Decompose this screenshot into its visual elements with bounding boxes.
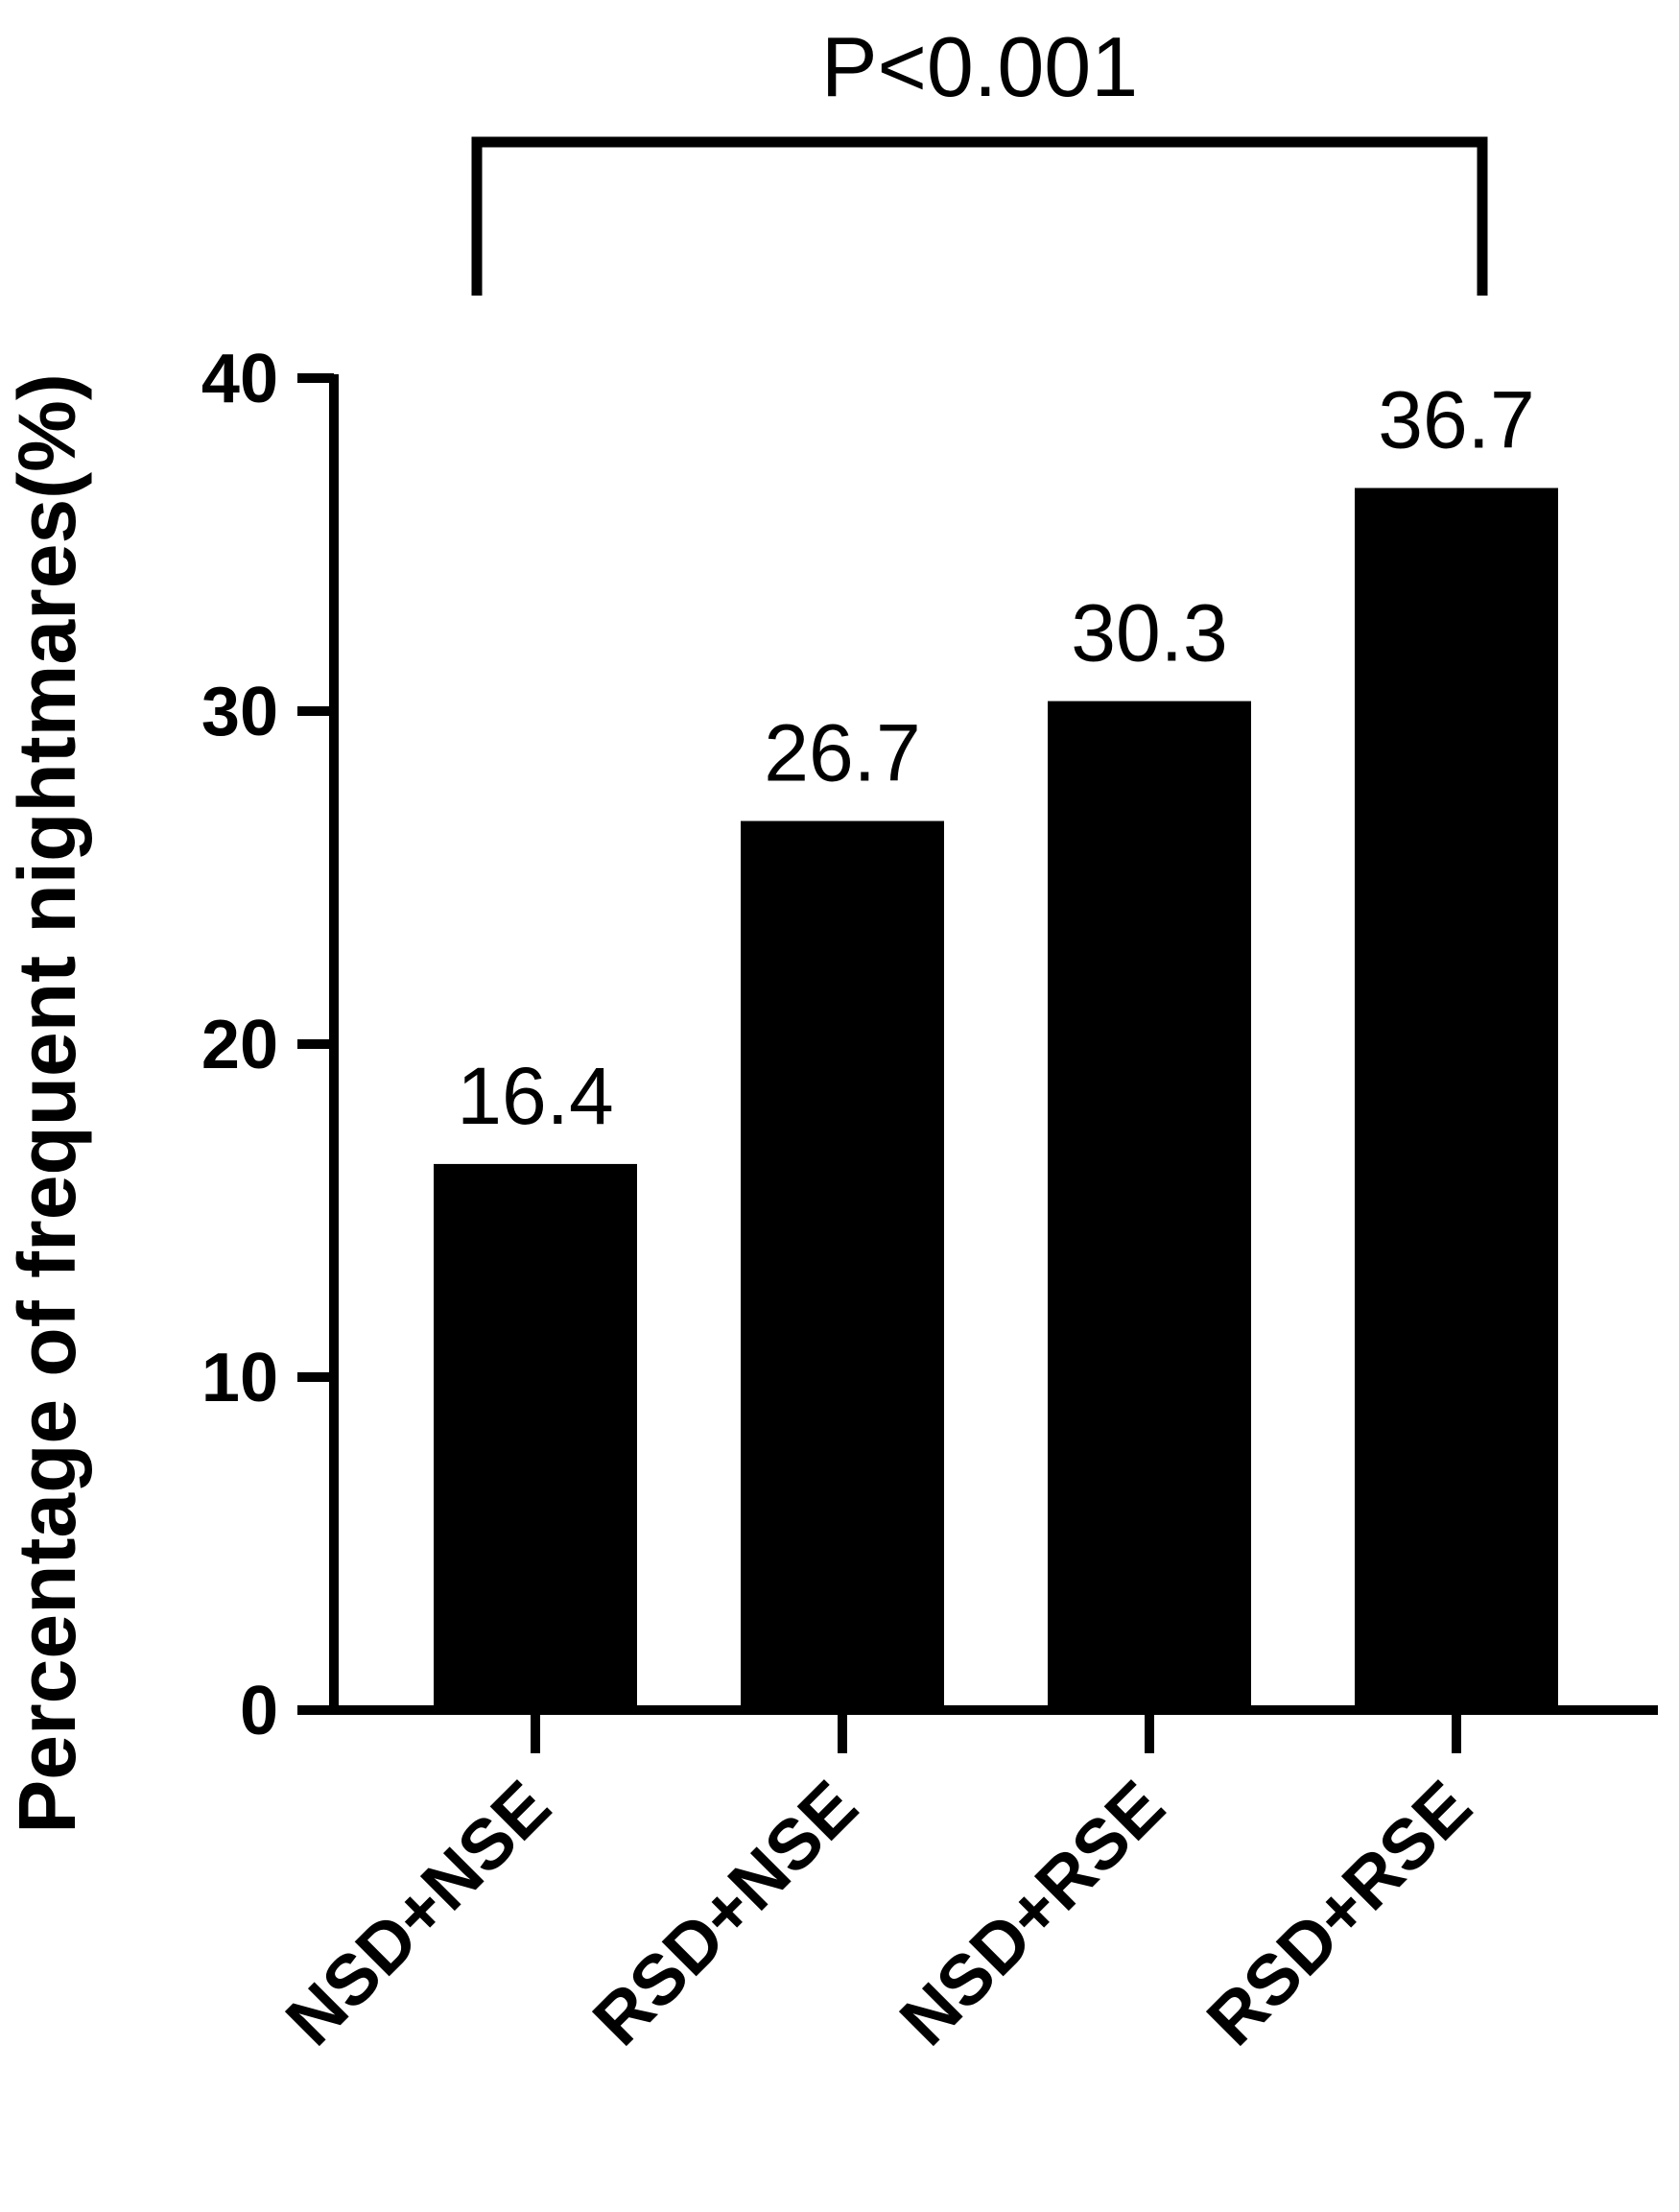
value-label: 16.4: [457, 1051, 614, 1141]
y-tick-label: 10: [201, 1340, 278, 1416]
bar: [434, 1163, 637, 1710]
significance-bracket-group: P<0.001: [471, 19, 1488, 296]
x-tick-label: RSD+RSE: [1192, 1766, 1486, 2060]
bar: [1355, 488, 1558, 1710]
bar: [741, 821, 944, 1710]
x-tick-label: RSD+NSE: [578, 1766, 872, 2060]
y-tick-label: 0: [240, 1673, 278, 1749]
y-axis-title: Percentage of frequent nightmares(%): [2, 373, 92, 1834]
value-label: 30.3: [1071, 588, 1228, 678]
bar: [1048, 701, 1251, 1710]
y-tick-label: 20: [201, 1007, 278, 1083]
value-label: 26.7: [764, 708, 921, 798]
significance-bracket: [471, 136, 1488, 296]
y-axis-title-group: Percentage of frequent nightmares(%): [2, 373, 92, 1834]
p-value-label: P<0.001: [821, 19, 1138, 114]
bars-group: [434, 488, 1558, 1710]
value-labels-group: 16.4 26.7 30.3 36.7: [457, 375, 1535, 1141]
x-tick-label: NSD+NSE: [271, 1766, 565, 2060]
y-tick-label: 40: [201, 341, 278, 417]
y-tick-label: 30: [201, 674, 278, 750]
x-tick-label: NSD+RSE: [885, 1766, 1179, 2060]
x-axis: NSD+NSE RSD+NSE NSD+RSE RSD+RSE: [271, 1705, 1658, 2060]
y-axis: 0 10 20 30 40: [201, 341, 339, 1749]
value-label: 36.7: [1378, 375, 1535, 465]
